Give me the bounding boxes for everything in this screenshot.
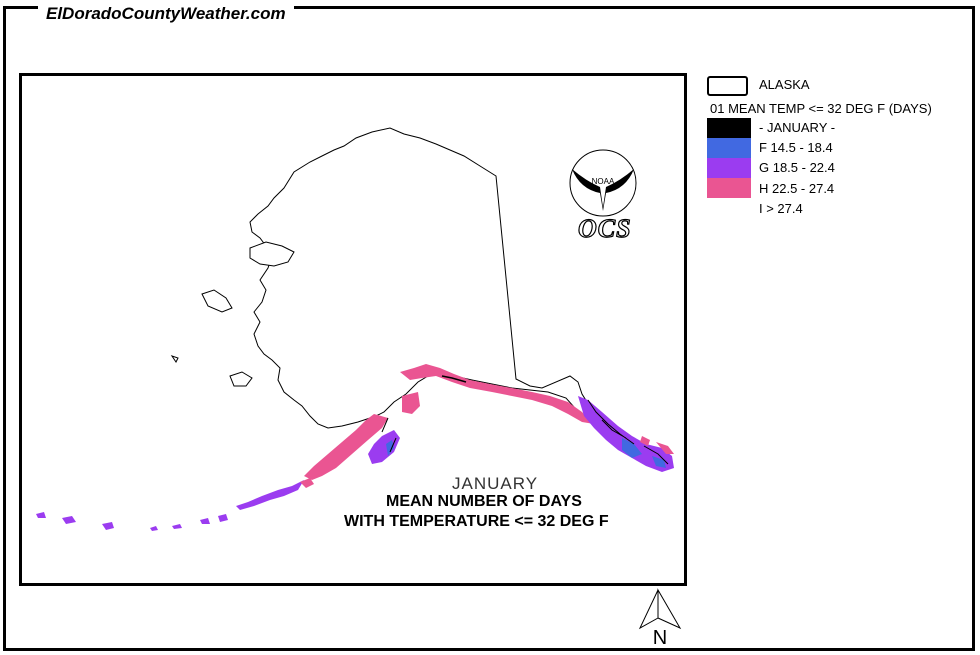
zone-h-panhandle [656, 442, 674, 454]
zone-h-alaska-peninsula [304, 414, 388, 480]
nunivak-island [229, 371, 253, 387]
legend-title: 01 MEAN TEMP <= 32 DEG F (DAYS) [710, 101, 932, 116]
seward-peninsula [249, 241, 295, 267]
ocs-label: OCS [577, 213, 632, 243]
zone-g-panhandle [578, 396, 674, 472]
zone-g-kodiak [368, 430, 400, 464]
zone-h-coast [400, 364, 594, 424]
legend-region: ALASKA [707, 74, 847, 96]
legend-swatch-pink [707, 178, 751, 198]
legend-region-label: ALASKA [759, 77, 810, 92]
north-label: N [653, 627, 667, 648]
caption-line1: MEAN NUMBER OF DAYS [386, 493, 582, 510]
caption-month: JANUARY [452, 474, 539, 493]
noaa-logo: NOAA [569, 149, 637, 217]
outer-frame: ElDoradoCountyWeather.com [3, 5, 975, 651]
legend-item-label: - JANUARY - [759, 120, 836, 135]
alaska-map [36, 127, 674, 531]
legend-swatch-purple [707, 158, 751, 178]
caption-line2: WITH TEMPERATURE <= 32 DEG F [344, 513, 609, 530]
north-arrow-icon: N [638, 588, 682, 648]
zone-g-aleutians [236, 480, 304, 510]
map-panel: NOAA OCS JANUARY MEAN NUMBER OF DAYS WIT… [19, 73, 687, 586]
alaska-outline-swatch [707, 76, 748, 96]
legend-swatch-black [707, 118, 751, 138]
legend-item-label: F 14.5 - 18.4 [759, 140, 833, 155]
legend-item-label: H 22.5 - 27.4 [759, 181, 835, 196]
legend-item-label: G 18.5 - 22.4 [759, 160, 835, 175]
legend-item-label: I > 27.4 [759, 201, 803, 216]
zone-f-panhandle [622, 438, 642, 458]
st-lawrence-island [201, 289, 233, 313]
zone-h-kenai [402, 392, 420, 414]
noaa-logo-text: NOAA [592, 177, 615, 186]
legend-swatch-blue [707, 138, 751, 158]
site-title[interactable]: ElDoradoCountyWeather.com [38, 5, 294, 23]
